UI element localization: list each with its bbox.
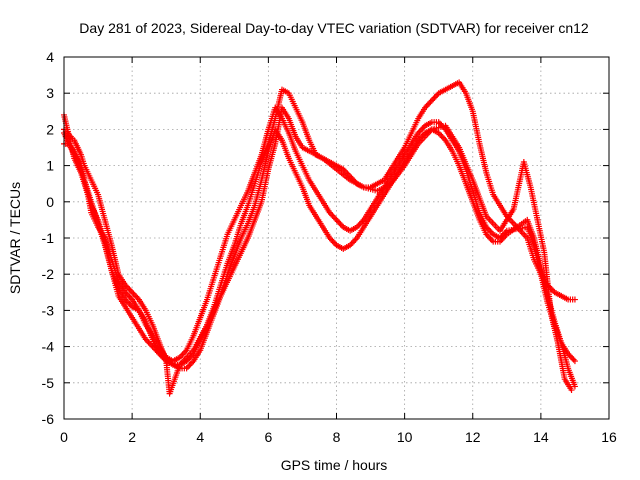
data-point bbox=[568, 387, 575, 394]
data-point bbox=[431, 94, 438, 101]
data-point bbox=[145, 339, 152, 346]
data-point bbox=[570, 356, 577, 363]
data-point bbox=[187, 360, 194, 367]
y-axis-title: SDTVAR / TECUs bbox=[7, 182, 23, 294]
x-axis-title: GPS time / hours bbox=[281, 457, 388, 473]
data-point bbox=[430, 95, 437, 102]
y-tick-label: 1 bbox=[46, 158, 54, 174]
data-point bbox=[330, 214, 337, 221]
data-point bbox=[424, 101, 431, 108]
data-point bbox=[419, 125, 426, 132]
data-point bbox=[131, 292, 138, 299]
x-tick-label: 12 bbox=[465, 429, 481, 445]
data-point bbox=[571, 358, 578, 365]
data-point bbox=[337, 221, 344, 228]
x-tick-label: 8 bbox=[333, 429, 341, 445]
data-point bbox=[332, 215, 339, 222]
data-point bbox=[334, 218, 341, 225]
x-tick-label: 6 bbox=[264, 429, 272, 445]
data-point bbox=[351, 237, 358, 244]
series-3 bbox=[61, 126, 578, 390]
series-4 bbox=[61, 104, 575, 397]
data-point bbox=[130, 290, 137, 297]
data-point bbox=[129, 289, 136, 296]
data-point bbox=[438, 132, 445, 139]
data-point bbox=[336, 219, 343, 226]
y-tick-label: -1 bbox=[42, 230, 55, 246]
chart-title: Day 281 of 2023, Sidereal Day-to-day VTE… bbox=[79, 20, 589, 36]
data-point bbox=[184, 363, 191, 370]
data-point bbox=[333, 216, 340, 223]
x-tick-label: 2 bbox=[128, 429, 136, 445]
data-point bbox=[432, 93, 439, 100]
y-tick-label: 2 bbox=[46, 121, 54, 137]
data-point bbox=[487, 228, 494, 235]
data-point bbox=[571, 383, 578, 390]
x-tick-label: 10 bbox=[397, 429, 413, 445]
y-tick-label: -3 bbox=[42, 302, 55, 318]
y-tick-label: 3 bbox=[46, 85, 54, 101]
data-point bbox=[427, 98, 434, 105]
x-tick-label: 14 bbox=[533, 429, 549, 445]
data-point bbox=[486, 234, 493, 241]
data-point bbox=[356, 221, 363, 228]
data-point bbox=[329, 237, 336, 244]
y-tick-label: -5 bbox=[42, 375, 55, 391]
data-points bbox=[61, 79, 578, 397]
y-tick-label: -4 bbox=[42, 339, 55, 355]
data-point bbox=[426, 100, 433, 107]
x-tick-label: 16 bbox=[601, 429, 617, 445]
data-point bbox=[330, 239, 337, 246]
data-point bbox=[569, 355, 576, 362]
data-point bbox=[488, 237, 495, 244]
data-point bbox=[439, 134, 446, 141]
series-2 bbox=[61, 104, 578, 365]
data-point bbox=[349, 239, 356, 246]
plot-frame bbox=[63, 56, 610, 420]
data-point bbox=[487, 235, 494, 242]
data-point bbox=[428, 97, 435, 104]
data-point bbox=[571, 296, 578, 303]
data-point bbox=[567, 353, 574, 360]
data-point bbox=[126, 293, 133, 300]
x-tick-label: 4 bbox=[196, 429, 204, 445]
y-tick-label: -2 bbox=[42, 266, 55, 282]
data-point bbox=[127, 287, 134, 294]
y-tick-label: 4 bbox=[46, 49, 54, 65]
data-point bbox=[437, 120, 444, 127]
data-point bbox=[186, 362, 193, 369]
data-point bbox=[417, 127, 424, 134]
data-point bbox=[133, 293, 140, 300]
data-point bbox=[329, 212, 336, 219]
data-point bbox=[126, 286, 133, 293]
y-tick-label: -6 bbox=[42, 411, 55, 427]
y-tick-label: 0 bbox=[46, 194, 54, 210]
x-tick-label: 0 bbox=[60, 429, 68, 445]
